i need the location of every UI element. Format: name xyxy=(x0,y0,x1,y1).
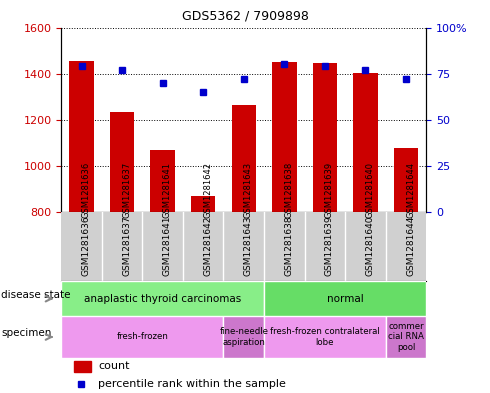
Text: GSM1281644: GSM1281644 xyxy=(406,216,415,276)
Text: GDS5362 / 7909898: GDS5362 / 7909898 xyxy=(182,10,308,23)
Text: disease state: disease state xyxy=(1,290,71,300)
Text: GSM1281640: GSM1281640 xyxy=(366,216,374,276)
Bar xyxy=(272,62,296,393)
Bar xyxy=(313,63,337,393)
Bar xyxy=(150,150,175,393)
Text: GSM1281636: GSM1281636 xyxy=(81,216,91,276)
Bar xyxy=(394,147,418,393)
Bar xyxy=(223,316,264,358)
Text: anaplastic thyroid carcinomas: anaplastic thyroid carcinomas xyxy=(84,294,241,304)
Text: commer
cial RNA
pool: commer cial RNA pool xyxy=(388,322,424,352)
Bar xyxy=(61,316,223,358)
Text: GSM1281643: GSM1281643 xyxy=(244,216,253,276)
Bar xyxy=(191,196,216,393)
Bar xyxy=(74,361,91,372)
Text: GSM1281636: GSM1281636 xyxy=(81,162,91,218)
Text: GSM1281639: GSM1281639 xyxy=(325,216,334,276)
Text: specimen: specimen xyxy=(1,328,51,338)
Bar xyxy=(264,316,386,358)
Text: fine-needle
aspiration: fine-needle aspiration xyxy=(220,327,269,347)
Text: GSM1281638: GSM1281638 xyxy=(284,162,294,218)
Bar xyxy=(232,105,256,393)
Bar xyxy=(61,281,264,316)
Text: GSM1281642: GSM1281642 xyxy=(203,216,212,276)
Text: GSM1281641: GSM1281641 xyxy=(163,216,172,276)
Bar xyxy=(70,61,94,393)
Bar xyxy=(386,316,426,358)
Text: GSM1281639: GSM1281639 xyxy=(325,162,334,218)
Text: GSM1281642: GSM1281642 xyxy=(203,162,212,218)
Text: GSM1281641: GSM1281641 xyxy=(163,162,172,218)
Text: fresh-frozen: fresh-frozen xyxy=(117,332,168,342)
Text: GSM1281637: GSM1281637 xyxy=(122,216,131,276)
Text: fresh-frozen contralateral
lobe: fresh-frozen contralateral lobe xyxy=(270,327,380,347)
Bar xyxy=(264,281,426,316)
Text: GSM1281637: GSM1281637 xyxy=(122,162,131,218)
Text: GSM1281643: GSM1281643 xyxy=(244,162,253,218)
Text: normal: normal xyxy=(327,294,364,304)
Bar xyxy=(353,73,378,393)
Text: GSM1281638: GSM1281638 xyxy=(284,216,294,276)
Text: count: count xyxy=(98,362,129,371)
Text: GSM1281640: GSM1281640 xyxy=(366,162,374,218)
Text: percentile rank within the sample: percentile rank within the sample xyxy=(98,379,286,389)
Bar xyxy=(110,112,134,393)
Text: GSM1281644: GSM1281644 xyxy=(406,162,415,218)
